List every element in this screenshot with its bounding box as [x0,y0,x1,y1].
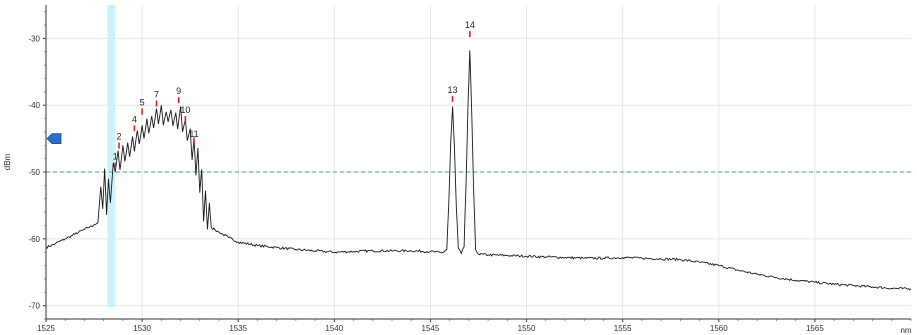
peak-label: 11 [189,129,198,139]
trace-line [45,50,912,291]
x-tick-label: 1555 [614,324,632,333]
peak-label: 5 [140,98,145,108]
peak-label: 10 [180,105,190,115]
y-tick-label: -50 [28,168,40,177]
trace-layer [45,50,912,291]
x-tick-label: 1550 [518,324,536,333]
reference-level-marker[interactable] [46,133,62,145]
peak-label: 1 [113,152,118,162]
y-tick-label: -60 [28,235,40,244]
x-tick-label: 1560 [710,324,728,333]
x-tick-label: 1540 [325,324,343,333]
x-tick-label: 1565 [806,324,824,333]
axes [45,5,911,320]
arrow-left-icon[interactable] [46,133,62,145]
peak-label: 14 [465,20,475,30]
x-tick-label: 1525 [37,324,55,333]
y-tick-label: -70 [28,302,40,311]
highlight-band[interactable] [107,5,116,307]
peak-label: 13 [448,85,458,95]
y-axis-label: dBm [3,153,12,170]
y-tick-label: -40 [28,101,40,110]
peak-label: 2 [117,132,122,142]
x-tick-label: 1545 [422,324,440,333]
peak-label: 7 [154,90,159,100]
x-ticks: 1525 1530 1535 1540 1545 1550 1555 1560 1565 [37,319,912,333]
y-ticks: -30 -40 -50 -60 -70 [28,11,46,320]
peak-label: 9 [176,86,181,96]
x-tick-label: 1535 [229,324,247,333]
peak-label: 4 [132,114,137,124]
y-tick-label: -30 [28,34,40,43]
x-tick-label: 1530 [133,324,151,333]
x-axis-label: nm [900,326,911,335]
grid [45,5,911,319]
